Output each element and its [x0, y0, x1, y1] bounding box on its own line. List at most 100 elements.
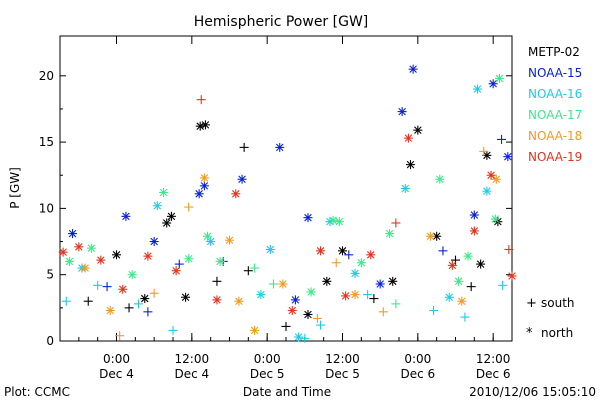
north-marker [112, 250, 121, 260]
north-marker [435, 174, 445, 184]
north-marker [203, 231, 213, 241]
north-marker [397, 107, 407, 117]
marker-legend-symbol: * [526, 326, 533, 341]
x-tick-label-time: 0:00 [103, 352, 130, 366]
footer-left: Plot: CCMC [4, 385, 70, 399]
north-marker [159, 187, 169, 197]
x-tick-label-time: 12:00 [325, 352, 360, 366]
x-tick-label-time: 12:00 [175, 352, 210, 366]
south-marker [460, 312, 470, 322]
north-marker [234, 296, 244, 306]
south-marker [174, 259, 184, 269]
south-marker [250, 263, 260, 273]
north-marker [432, 231, 442, 241]
north-marker [206, 237, 216, 247]
south-marker [378, 307, 388, 317]
north-marker [152, 201, 162, 211]
north-marker [482, 150, 492, 160]
south-marker [316, 320, 326, 330]
north-marker [199, 181, 209, 191]
north-marker [162, 218, 172, 228]
north-marker [350, 290, 360, 300]
north-marker [490, 214, 500, 224]
north-marker [400, 184, 410, 193]
south-marker [498, 280, 508, 290]
x-tick-label-date: Dec 6 [476, 367, 511, 381]
x-tick-label-date: Dec 6 [400, 367, 435, 381]
series-legend: METP-02 NOAA-15 NOAA-16 NOAA-17 NOAA-18 NOAA-… [528, 45, 582, 164]
north-marker [181, 292, 191, 302]
north-marker [303, 309, 313, 319]
south-marker [168, 325, 178, 335]
north-marker [507, 271, 517, 281]
south-marker [451, 255, 460, 265]
north-marker [58, 247, 68, 257]
north-marker [488, 79, 498, 89]
north-marker [356, 258, 366, 268]
south-marker [363, 290, 373, 300]
legend-entry: NOAA-19 [528, 150, 582, 164]
marker-legend-label: north [541, 326, 573, 340]
north-marker [166, 211, 176, 221]
north-marker [457, 296, 467, 306]
north-marker [425, 231, 435, 241]
north-marker [472, 84, 482, 94]
north-marker [68, 229, 78, 239]
scatter-points [58, 64, 517, 343]
x-tick-label-time: 0:00 [404, 352, 431, 366]
south-marker [504, 245, 514, 254]
north-marker [463, 251, 473, 261]
north-marker [494, 73, 504, 83]
north-marker [250, 325, 260, 335]
north-marker [194, 189, 204, 199]
north-marker [225, 235, 234, 245]
legend-entry: NOAA-18 [528, 129, 582, 143]
north-marker [80, 263, 90, 273]
y-tick-label: 20 [39, 69, 54, 83]
x-tick-label-date: Dec 5 [250, 367, 285, 381]
south-marker [61, 296, 71, 306]
y-tick-label: 10 [39, 201, 54, 215]
north-marker [388, 276, 398, 286]
north-marker [171, 266, 181, 276]
north-marker [408, 64, 418, 74]
north-marker [303, 213, 313, 223]
y-tick-label: 15 [39, 135, 54, 149]
north-marker [118, 284, 128, 294]
north-marker [215, 256, 225, 266]
north-marker [375, 279, 385, 289]
north-marker [413, 125, 423, 135]
north-marker [338, 246, 347, 256]
north-marker [143, 251, 153, 261]
north-marker [290, 295, 300, 305]
north-marker [334, 217, 344, 227]
north-marker [265, 245, 275, 254]
north-marker [503, 152, 513, 162]
south-marker [391, 218, 401, 228]
north-marker [74, 242, 84, 252]
north-marker [350, 268, 360, 278]
north-marker [212, 295, 222, 305]
north-marker [278, 279, 288, 289]
x-tick-label-date: Dec 4 [99, 367, 134, 381]
north-marker [306, 287, 316, 297]
footer-right: 2010/12/06 15:05:10 [469, 385, 596, 399]
marker-legend-symbol: + [526, 296, 537, 311]
south-marker [212, 276, 222, 286]
south-marker [344, 250, 354, 260]
south-marker [239, 142, 249, 152]
y-tick-label: 0 [46, 334, 54, 348]
north-marker [256, 290, 266, 300]
south-marker [83, 296, 93, 306]
north-marker [486, 170, 496, 180]
north-marker [403, 133, 413, 143]
north-marker [444, 292, 454, 302]
north-marker [149, 237, 159, 247]
north-marker [385, 229, 395, 239]
north-marker [328, 215, 338, 225]
legend-entry: NOAA-17 [528, 108, 582, 122]
south-marker [312, 313, 322, 323]
north-marker [454, 276, 464, 286]
